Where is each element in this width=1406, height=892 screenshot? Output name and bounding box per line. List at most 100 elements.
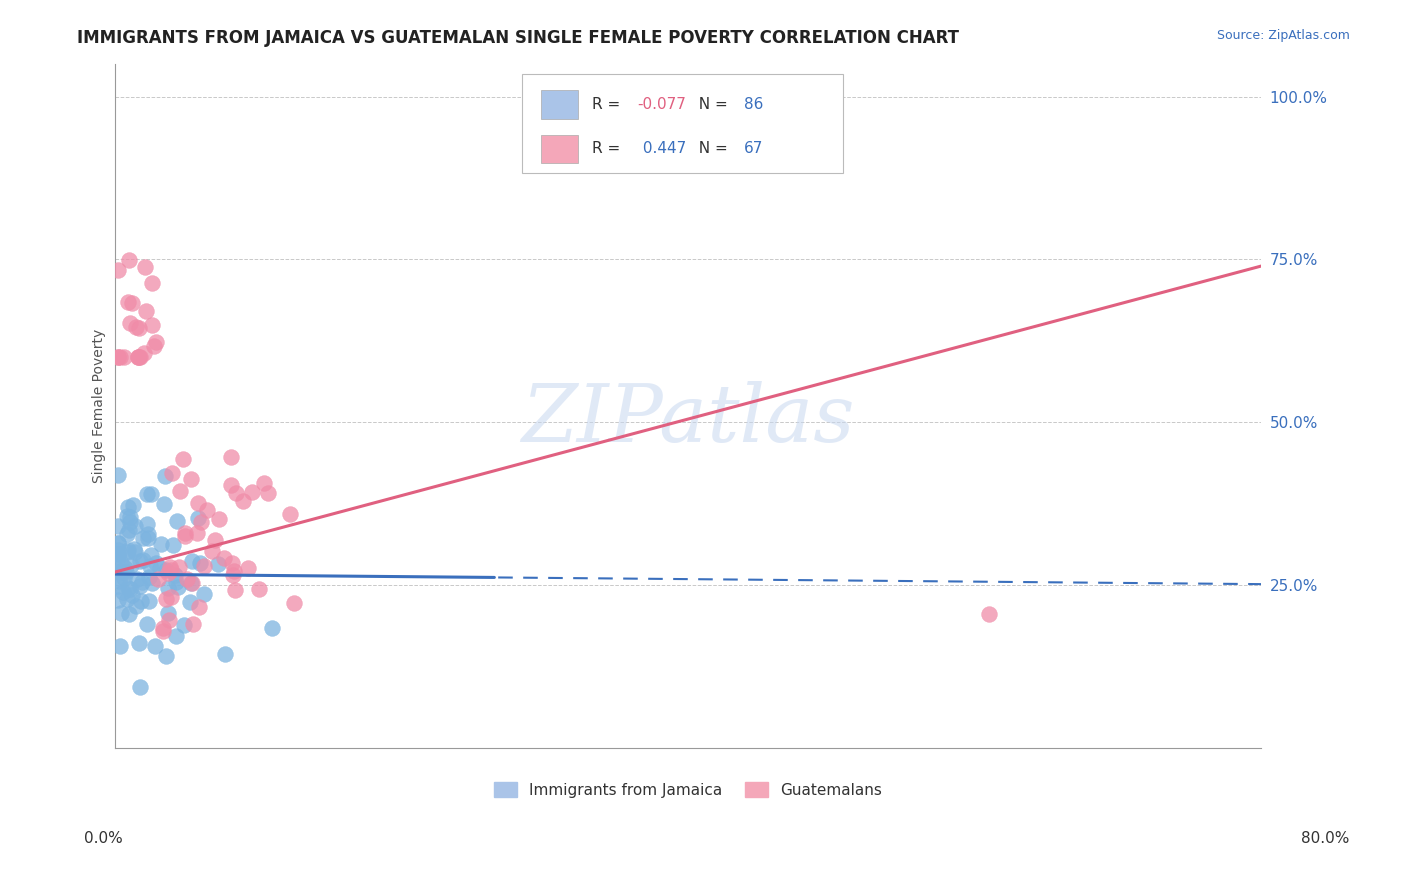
Point xyxy=(236,561,259,575)
Point xyxy=(139,487,162,501)
Point xyxy=(165,575,187,590)
Point xyxy=(174,529,197,543)
FancyBboxPatch shape xyxy=(541,90,578,119)
Point xyxy=(149,561,172,575)
Point xyxy=(219,450,242,465)
Point xyxy=(232,493,254,508)
Point xyxy=(153,497,176,511)
Point xyxy=(278,507,301,521)
Y-axis label: Single Female Poverty: Single Female Poverty xyxy=(93,329,107,483)
Text: Source: ZipAtlas.com: Source: ZipAtlas.com xyxy=(1216,29,1350,42)
Point xyxy=(163,568,186,582)
Point xyxy=(122,541,145,556)
Point xyxy=(201,543,224,558)
Point xyxy=(114,565,136,579)
Point xyxy=(173,618,195,632)
Text: ZIPatlas: ZIPatlas xyxy=(522,381,855,458)
Point xyxy=(167,560,190,574)
Point xyxy=(260,621,283,635)
Point xyxy=(193,559,215,574)
Point xyxy=(193,587,215,601)
Point xyxy=(155,648,177,663)
Text: R =: R = xyxy=(592,97,624,112)
Point xyxy=(136,516,159,531)
Point xyxy=(132,553,155,567)
Point xyxy=(117,542,139,557)
Point xyxy=(141,576,163,591)
Point xyxy=(176,573,198,587)
Point xyxy=(139,558,162,573)
Point xyxy=(165,629,187,643)
Point xyxy=(156,607,179,621)
Point xyxy=(118,510,141,524)
FancyBboxPatch shape xyxy=(522,74,842,174)
Point xyxy=(120,558,142,573)
Point xyxy=(107,350,129,364)
Point xyxy=(107,542,129,557)
Point xyxy=(107,350,129,364)
Text: N =: N = xyxy=(689,97,733,112)
Point xyxy=(107,579,129,593)
Point xyxy=(124,519,146,533)
Point xyxy=(129,680,152,694)
Text: IMMIGRANTS FROM JAMAICA VS GUATEMALAN SINGLE FEMALE POVERTY CORRELATION CHART: IMMIGRANTS FROM JAMAICA VS GUATEMALAN SI… xyxy=(77,29,959,46)
Text: N =: N = xyxy=(689,141,733,156)
Point xyxy=(145,556,167,570)
Point xyxy=(221,556,243,570)
Point xyxy=(214,648,236,662)
Point xyxy=(131,574,153,589)
Point xyxy=(159,560,181,574)
Point xyxy=(162,538,184,552)
Point xyxy=(129,579,152,593)
Point xyxy=(120,317,142,331)
Point xyxy=(107,518,129,533)
Point xyxy=(107,593,129,607)
Point xyxy=(124,545,146,559)
Point xyxy=(155,563,177,577)
Point xyxy=(247,582,270,596)
Point xyxy=(107,536,129,550)
Point xyxy=(180,576,202,591)
Text: 67: 67 xyxy=(744,141,763,156)
Legend: Immigrants from Jamaica, Guatemalans: Immigrants from Jamaica, Guatemalans xyxy=(486,774,890,805)
Point xyxy=(214,550,236,565)
Point xyxy=(222,564,245,578)
Point xyxy=(128,321,150,335)
Point xyxy=(128,636,150,650)
Point xyxy=(117,253,139,268)
Point xyxy=(128,350,150,364)
Point xyxy=(152,624,174,638)
Point xyxy=(138,593,160,607)
Point xyxy=(120,582,142,596)
Point xyxy=(162,466,184,480)
Point xyxy=(141,276,163,290)
Point xyxy=(114,561,136,575)
Point xyxy=(157,566,180,580)
Point xyxy=(117,500,139,514)
Point xyxy=(127,350,149,364)
Point xyxy=(117,581,139,595)
Point xyxy=(124,599,146,614)
Text: 80.0%: 80.0% xyxy=(1302,831,1350,846)
Point xyxy=(111,584,134,599)
Text: 0.447: 0.447 xyxy=(637,141,686,156)
Point xyxy=(135,303,157,318)
Point xyxy=(115,526,138,541)
Point xyxy=(173,525,195,540)
Point xyxy=(135,617,157,632)
Point xyxy=(157,613,180,627)
Point xyxy=(107,549,129,563)
Point xyxy=(160,563,183,577)
Point xyxy=(207,557,229,571)
Point xyxy=(107,536,129,550)
Point xyxy=(283,596,305,610)
Point xyxy=(114,350,136,364)
Point xyxy=(166,514,188,528)
Text: R =: R = xyxy=(592,141,624,156)
Point xyxy=(108,350,131,364)
Point xyxy=(224,582,246,597)
Point xyxy=(118,607,141,621)
Point xyxy=(160,591,183,605)
Point xyxy=(204,533,226,548)
Point xyxy=(138,570,160,584)
